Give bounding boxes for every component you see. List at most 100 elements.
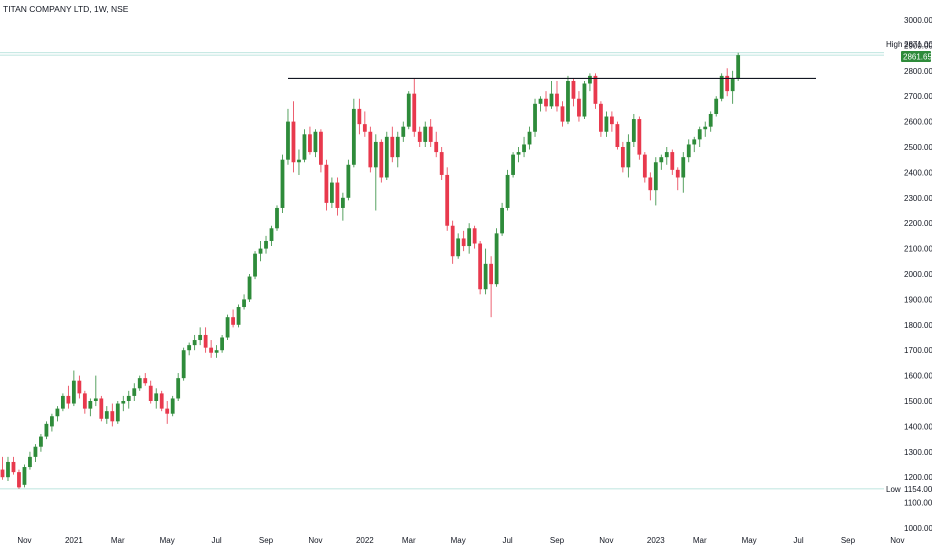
candle-body (324, 164, 329, 203)
candle (264, 235, 268, 254)
candle (247, 274, 252, 302)
candle-body (17, 472, 21, 488)
candle (253, 251, 257, 280)
candle (593, 73, 598, 109)
candle-body (253, 253, 257, 277)
candle (297, 149, 301, 175)
candle-body (126, 395, 131, 401)
candle (417, 126, 422, 147)
candle-body (176, 378, 181, 399)
candle (522, 136, 526, 158)
candle-body (456, 238, 461, 257)
y-tick-label: 2800.00 (904, 67, 932, 76)
candle-body (538, 98, 543, 104)
x-tick-label: Nov (308, 536, 322, 545)
candle (439, 147, 444, 181)
candle-body (330, 182, 334, 203)
candle (104, 406, 109, 424)
candle-body (631, 119, 636, 142)
candle-body (231, 317, 235, 325)
candle-body (434, 141, 439, 153)
candle-body (730, 78, 735, 92)
candle (11, 456, 16, 475)
candle-body (395, 136, 400, 158)
candle-body (708, 113, 713, 127)
candle (560, 101, 565, 127)
candle-body (187, 345, 192, 351)
candle (456, 233, 461, 259)
candle-body (653, 162, 658, 191)
candle (280, 154, 285, 214)
x-tick-label: Sep (550, 536, 565, 545)
candle (137, 375, 142, 391)
candle-body (588, 75, 592, 84)
candle (302, 129, 307, 163)
candle-body (225, 317, 230, 338)
x-tick-label: Nov (17, 536, 31, 545)
candle-body (637, 119, 642, 155)
candle-body (527, 131, 532, 145)
candle (346, 159, 351, 201)
candle-body (33, 446, 38, 457)
candle-body (55, 408, 60, 417)
candle (66, 385, 71, 409)
chart-title: TITAN COMPANY LTD, 1W, NSE (3, 4, 129, 14)
candle-body (697, 129, 702, 140)
x-tick-label: May (451, 536, 466, 545)
candle-body (417, 131, 422, 142)
candle-body (626, 141, 631, 168)
candle (220, 334, 224, 353)
x-tick-label: Sep (259, 536, 274, 545)
candle (176, 373, 181, 401)
candle-body (209, 347, 214, 353)
candle (324, 159, 329, 211)
y-tick-label: 2200.00 (904, 219, 932, 228)
candle-body (620, 147, 625, 168)
candle (445, 167, 450, 231)
candle (615, 121, 620, 150)
candle (357, 98, 362, 135)
x-tick-label: Mar (111, 536, 125, 545)
candle-body (297, 159, 301, 163)
candle-body (533, 103, 537, 132)
candle-body (159, 393, 164, 409)
candle (609, 111, 614, 132)
candle (472, 225, 477, 249)
candle (159, 390, 164, 412)
candle-body (6, 461, 10, 478)
candle-body (368, 131, 373, 168)
candle-body (214, 350, 219, 353)
x-tick-label: Jul (793, 536, 803, 545)
candle-body (571, 80, 576, 99)
last-price-tag-bg (901, 51, 931, 62)
candle (110, 403, 115, 427)
candle (165, 401, 170, 424)
candle (115, 401, 120, 424)
candle-body (483, 263, 488, 290)
candle (483, 248, 488, 295)
candle (28, 451, 32, 470)
candle (664, 147, 669, 165)
candle-body (593, 75, 598, 104)
candle-body (286, 121, 290, 160)
candle-body (22, 467, 27, 485)
candle-body (170, 398, 175, 414)
candle (527, 126, 532, 150)
candle (653, 157, 658, 206)
x-axis: Nov 2021 Mar May Jul Sep Nov 2022 Mar May Jul Sep No… (17, 536, 904, 545)
candle-body (313, 131, 318, 153)
candle-body (406, 93, 411, 127)
candle (373, 134, 378, 211)
candle-body (384, 136, 389, 178)
candle (181, 347, 186, 381)
candle-body (88, 401, 93, 409)
candle (642, 152, 647, 183)
candle (577, 91, 581, 122)
y-tick-label: 1700.00 (904, 346, 932, 355)
x-tick-label: May (160, 536, 175, 545)
candle (549, 80, 554, 109)
candles (0, 52, 741, 489)
candle-body (373, 141, 378, 168)
candle (170, 395, 175, 417)
